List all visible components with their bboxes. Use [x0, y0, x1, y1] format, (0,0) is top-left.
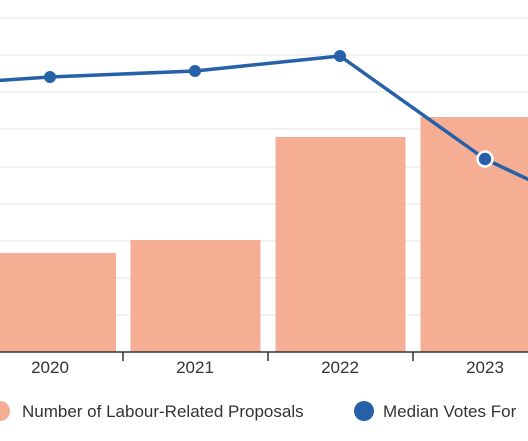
gridlines — [0, 17, 528, 316]
legend-label: Number of Labour-Related Proposals — [22, 402, 304, 421]
bar-2021 — [130, 240, 261, 352]
line-point-2020 — [44, 71, 56, 83]
x-axis-ticks: 2020 2021 2022 2023 — [31, 352, 504, 377]
bar-2023 — [420, 117, 528, 352]
legend-label: Median Votes For — [383, 402, 517, 421]
line-point-2021 — [189, 65, 201, 77]
line-series — [0, 50, 528, 182]
bar-2020 — [0, 253, 116, 352]
x-tick-label: 2023 — [466, 358, 504, 377]
line-point-2022 — [334, 50, 346, 62]
bar-2022 — [275, 137, 406, 352]
line-point-2023 — [476, 150, 494, 168]
bar-series — [0, 117, 528, 352]
x-tick-label: 2022 — [321, 358, 359, 377]
legend: Number of Labour-Related Proposals Median… — [0, 401, 517, 421]
line-median-votes — [0, 54, 528, 182]
x-tick-label: 2020 — [31, 358, 69, 377]
x-tick-label: 2021 — [176, 358, 214, 377]
legend-marker — [0, 401, 10, 421]
legend-marker — [354, 401, 374, 421]
